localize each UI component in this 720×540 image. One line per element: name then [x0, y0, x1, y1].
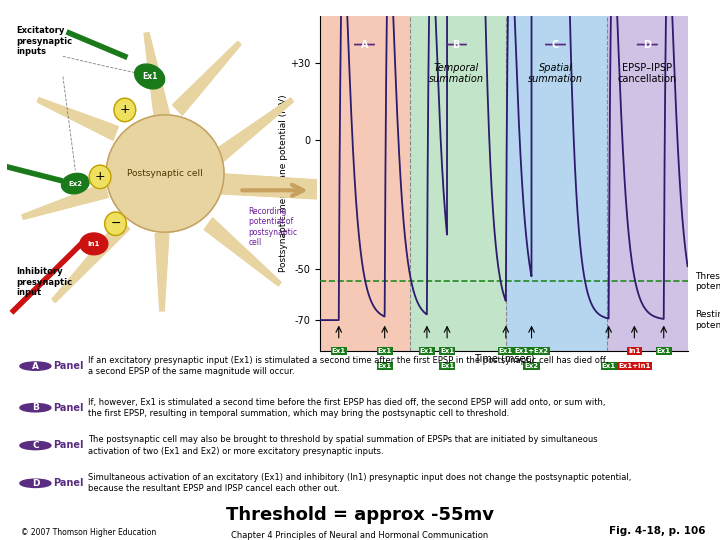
Polygon shape: [173, 42, 241, 115]
Text: C: C: [552, 39, 559, 50]
Ellipse shape: [107, 115, 224, 232]
Text: The postsynaptic cell may also be brought to threshold by spatial summation of E: The postsynaptic cell may also be brough…: [89, 435, 598, 456]
Text: Ex1: Ex1: [657, 348, 671, 354]
Bar: [320, 16, 410, 351]
Text: EPSP–IPSP
cancellation: EPSP–IPSP cancellation: [618, 63, 677, 84]
Bar: [410, 16, 506, 351]
Text: Resting
potential: Resting potential: [695, 310, 720, 330]
Ellipse shape: [135, 64, 165, 89]
Polygon shape: [214, 98, 293, 163]
Text: Simultaneous activation of an excitatory (Ex1) and inhibitory (In1) presynaptic : Simultaneous activation of an excitatory…: [89, 473, 631, 494]
Bar: [607, 16, 688, 351]
Text: © 2007 Thomson Higher Education: © 2007 Thomson Higher Education: [22, 528, 156, 537]
Polygon shape: [144, 32, 170, 118]
Text: Fig. 4-18, p. 106: Fig. 4-18, p. 106: [609, 526, 706, 536]
Text: Ex1: Ex1: [420, 348, 434, 354]
Circle shape: [20, 403, 51, 412]
Ellipse shape: [80, 233, 108, 255]
Bar: [506, 16, 607, 351]
Text: +: +: [120, 104, 130, 117]
Polygon shape: [22, 183, 108, 219]
Text: +: +: [95, 171, 105, 184]
Text: −: −: [110, 217, 121, 230]
Y-axis label: Postsynaptic membrane potential (mV): Postsynaptic membrane potential (mV): [279, 95, 288, 272]
Circle shape: [89, 165, 111, 188]
Text: Ex1: Ex1: [142, 72, 157, 81]
Text: Ex1: Ex1: [440, 362, 454, 369]
Polygon shape: [204, 218, 281, 286]
Text: C: C: [32, 441, 39, 450]
Text: D: D: [643, 39, 651, 50]
Text: B: B: [453, 39, 460, 50]
Text: Ex1+Ex2: Ex1+Ex2: [515, 348, 549, 354]
Text: Postsynaptic cell: Postsynaptic cell: [127, 169, 203, 178]
Text: Inhibitory
presynaptic
input: Inhibitory presynaptic input: [17, 267, 73, 297]
Text: Ex1: Ex1: [499, 348, 513, 354]
Text: Ex1+In1: Ex1+In1: [618, 362, 651, 369]
Circle shape: [20, 362, 51, 370]
Text: Excitatory
presynaptic
inputs: Excitatory presynaptic inputs: [17, 26, 73, 56]
Text: A: A: [361, 39, 368, 50]
Text: Panel: Panel: [53, 478, 84, 488]
X-axis label: Time (msec): Time (msec): [474, 354, 534, 364]
Text: Ex1: Ex1: [440, 348, 454, 354]
Ellipse shape: [61, 173, 89, 194]
Circle shape: [20, 441, 51, 450]
Text: Ex1: Ex1: [332, 348, 346, 354]
Text: Ex1: Ex1: [377, 362, 392, 369]
Text: Chapter 4 Principles of Neural and Hormonal Communication: Chapter 4 Principles of Neural and Hormo…: [231, 530, 489, 539]
Text: Ex1: Ex1: [377, 348, 392, 354]
Text: Panel: Panel: [53, 403, 84, 413]
Text: Recording
potential of
postsynaptic
cell: Recording potential of postsynaptic cell: [248, 207, 298, 247]
Text: Temporal
summation: Temporal summation: [429, 63, 484, 84]
Text: In1: In1: [88, 241, 100, 247]
Circle shape: [114, 98, 135, 122]
Ellipse shape: [107, 115, 224, 232]
Polygon shape: [52, 219, 130, 302]
Polygon shape: [217, 173, 333, 200]
Text: Threshold
potential: Threshold potential: [695, 272, 720, 291]
Text: Ex1: Ex1: [602, 362, 616, 369]
Text: D: D: [32, 479, 39, 488]
Text: A: A: [32, 362, 39, 370]
Text: Spatial
summation: Spatial summation: [528, 63, 583, 84]
Text: B: B: [32, 403, 39, 412]
Text: If an excitatory presynaptic input (Ex1) is stimulated a second time after the f: If an excitatory presynaptic input (Ex1)…: [89, 356, 609, 376]
Text: Threshold = approx -55mv: Threshold = approx -55mv: [226, 507, 494, 524]
Text: Ex2: Ex2: [525, 362, 539, 369]
Text: If, however, Ex1 is stimulated a second time before the first EPSP has died off,: If, however, Ex1 is stimulated a second …: [89, 397, 606, 418]
Text: In1: In1: [628, 348, 641, 354]
Circle shape: [104, 212, 127, 235]
Text: Panel: Panel: [53, 441, 84, 450]
Polygon shape: [156, 234, 168, 311]
Text: Panel: Panel: [53, 361, 84, 371]
Circle shape: [20, 479, 51, 488]
Text: Ex2: Ex2: [68, 180, 82, 187]
Polygon shape: [37, 98, 118, 140]
